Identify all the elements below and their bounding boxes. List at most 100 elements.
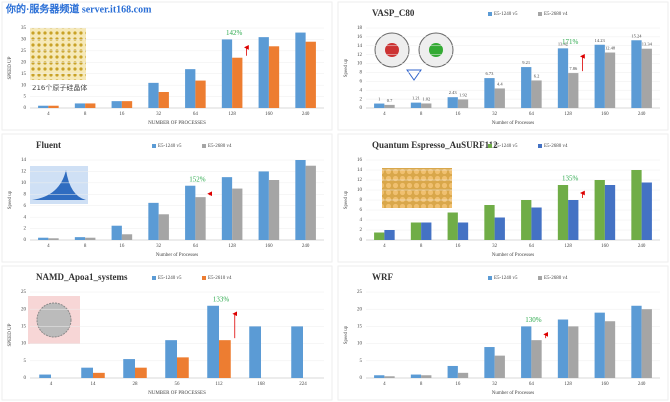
y-tick-label: 15: [357, 325, 363, 330]
inset-image: [30, 166, 88, 204]
x-tick-label: 160: [601, 382, 609, 387]
bar: [410, 374, 422, 378]
y-tick-label: 2: [360, 228, 363, 233]
x-tick-label: 16: [455, 112, 461, 117]
y-tick-label: 5: [24, 95, 27, 100]
x-tick-label: 64: [529, 112, 535, 117]
bar: [48, 238, 59, 240]
inset-image: [28, 296, 80, 344]
bar: [384, 230, 395, 240]
x-tick-label: 160: [601, 244, 609, 249]
bar: [158, 92, 169, 108]
bar: [291, 326, 303, 378]
data-label: 1.02: [422, 96, 430, 101]
bar: [594, 44, 605, 108]
x-tick-label: 56: [175, 382, 181, 387]
legend-label: E5-2610 v4: [208, 276, 232, 281]
bar: [568, 73, 579, 108]
data-label: 13.34: [642, 42, 653, 47]
legend-label: E5-1240 v5: [158, 144, 182, 149]
y-tick-label: 20: [21, 307, 27, 312]
x-tick-label: 4: [50, 382, 53, 387]
bar: [521, 67, 532, 108]
x-tick-label: 4: [47, 112, 50, 117]
x-tick-label: 16: [455, 382, 461, 387]
chart-title: WRF: [372, 272, 393, 282]
legend-label: E5-1240 v5: [494, 12, 518, 17]
y-tick-label: 0: [24, 376, 27, 381]
bar: [165, 340, 177, 378]
legend-swatch: [488, 144, 492, 148]
bar: [158, 214, 169, 240]
y-tick-label: 35: [21, 26, 27, 31]
y-tick-label: 6: [360, 208, 363, 213]
x-axis-label: Number of Processes: [492, 391, 535, 396]
legend-label: E5-1240 v5: [494, 276, 518, 281]
bar: [195, 80, 206, 108]
x-tick-label: 16: [119, 112, 125, 117]
bar: [531, 207, 542, 240]
y-tick-label: 8: [24, 192, 27, 197]
x-tick-label: 32: [156, 112, 162, 117]
bar: [594, 312, 605, 378]
watermark: 你的·服务器频道 server.it168.com: [5, 2, 152, 15]
bar: [268, 46, 280, 108]
x-tick-label: 4: [47, 244, 50, 249]
x-tick-label: 28: [133, 382, 139, 387]
x-tick-label: 64: [529, 382, 535, 387]
x-tick-label: 8: [420, 112, 423, 117]
y-tick-label: 20: [357, 307, 363, 312]
bar: [305, 165, 316, 240]
x-tick-label: 8: [420, 382, 423, 387]
y-tick-label: 4: [360, 88, 363, 93]
y-tick-label: 25: [357, 290, 363, 295]
x-tick-label: 8: [84, 244, 87, 249]
annotation: 135%: [562, 175, 579, 183]
legend-label: E5-2680 v4: [208, 144, 232, 149]
bar: [81, 367, 93, 378]
y-tick-label: 0: [360, 106, 363, 111]
x-tick-label: 32: [156, 244, 162, 249]
y-tick-label: 12: [357, 178, 363, 183]
chart-title: Fluent: [36, 140, 61, 150]
data-label: 9.21: [522, 60, 530, 65]
bar: [568, 200, 579, 240]
y-axis-label: SPEED UP: [8, 323, 13, 346]
bar: [258, 37, 269, 109]
x-tick-label: 32: [492, 382, 498, 387]
bar: [641, 182, 652, 240]
y-tick-label: 25: [21, 49, 27, 54]
data-label: 4.4: [497, 81, 503, 86]
bar: [447, 365, 458, 378]
bar: [121, 234, 133, 240]
legend-label: E5-2680 v4: [544, 12, 568, 17]
bar: [38, 105, 49, 108]
annotation: 133%: [213, 295, 230, 303]
bar: [195, 197, 206, 240]
bar: [185, 185, 196, 240]
x-tick-label: 64: [193, 112, 199, 117]
data-label: 15.24: [631, 33, 642, 38]
y-tick-label: 15: [21, 325, 27, 330]
bar: [232, 57, 243, 108]
bar: [557, 185, 569, 240]
data-label: 6.2: [534, 73, 540, 78]
legend-label: E5-2680 v4: [544, 144, 568, 149]
bar: [604, 185, 616, 240]
bar: [631, 170, 642, 240]
bar: [531, 340, 542, 378]
data-label: 1.21: [412, 96, 420, 101]
y-tick-label: 10: [357, 342, 363, 347]
bar: [305, 41, 316, 108]
bar: [384, 104, 395, 108]
x-tick-label: 128: [228, 244, 236, 249]
bar: [494, 88, 505, 108]
x-tick-label: 160: [265, 112, 273, 117]
x-tick-label: 160: [265, 244, 273, 249]
bar: [121, 101, 133, 108]
bar: [374, 232, 385, 240]
bar: [148, 202, 159, 240]
bar: [447, 97, 458, 108]
inset-image: [30, 28, 86, 80]
bar: [93, 372, 105, 378]
